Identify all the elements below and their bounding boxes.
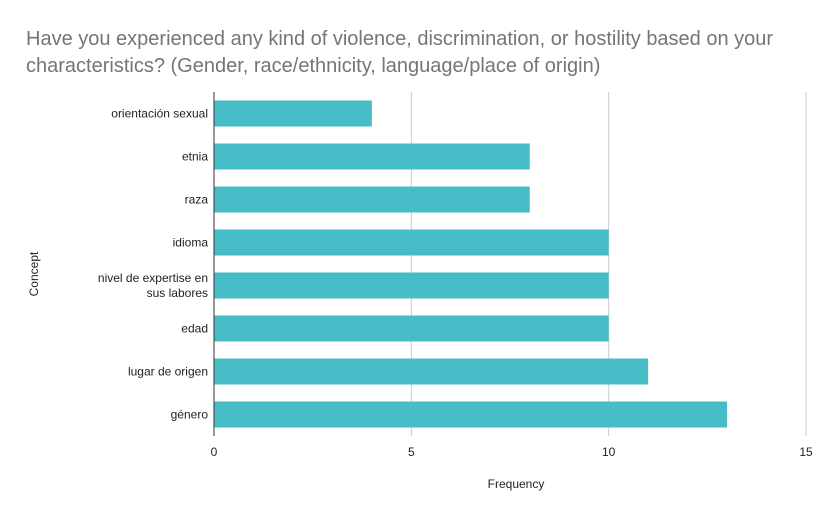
x-tick-label: 15 bbox=[799, 445, 813, 459]
bar bbox=[214, 143, 530, 170]
bar bbox=[214, 401, 728, 428]
chart-title: Have you experienced any kind of violenc… bbox=[26, 28, 774, 77]
bar bbox=[214, 186, 530, 213]
x-tick-label: 10 bbox=[602, 445, 616, 459]
y-tick-label: raza bbox=[185, 193, 209, 207]
x-tick-labels: 0 5 10 15 bbox=[211, 445, 813, 459]
x-tick-label: 0 bbox=[211, 445, 218, 459]
y-tick-label: idioma bbox=[173, 236, 209, 250]
bar bbox=[214, 315, 609, 342]
bar bbox=[214, 358, 649, 385]
x-tick-label: 5 bbox=[408, 445, 415, 459]
y-tick-label: edad bbox=[181, 322, 208, 336]
y-tick-label: orientación sexual bbox=[111, 107, 208, 121]
y-tick-label: etnia bbox=[182, 150, 208, 164]
bar bbox=[214, 229, 609, 256]
y-axis-title: Concept bbox=[27, 251, 41, 296]
y-tick-labels: orientación sexual etnia raza idioma nivel d… bbox=[98, 107, 208, 422]
bars bbox=[214, 100, 728, 428]
x-axis-title: Frequency bbox=[488, 477, 545, 491]
bar bbox=[214, 272, 609, 299]
bar bbox=[214, 100, 372, 127]
y-tick-label: nivel de expertise en sus labores bbox=[98, 271, 208, 300]
y-tick-label: género bbox=[171, 408, 209, 422]
y-tick-label: lugar de origen bbox=[128, 365, 208, 379]
